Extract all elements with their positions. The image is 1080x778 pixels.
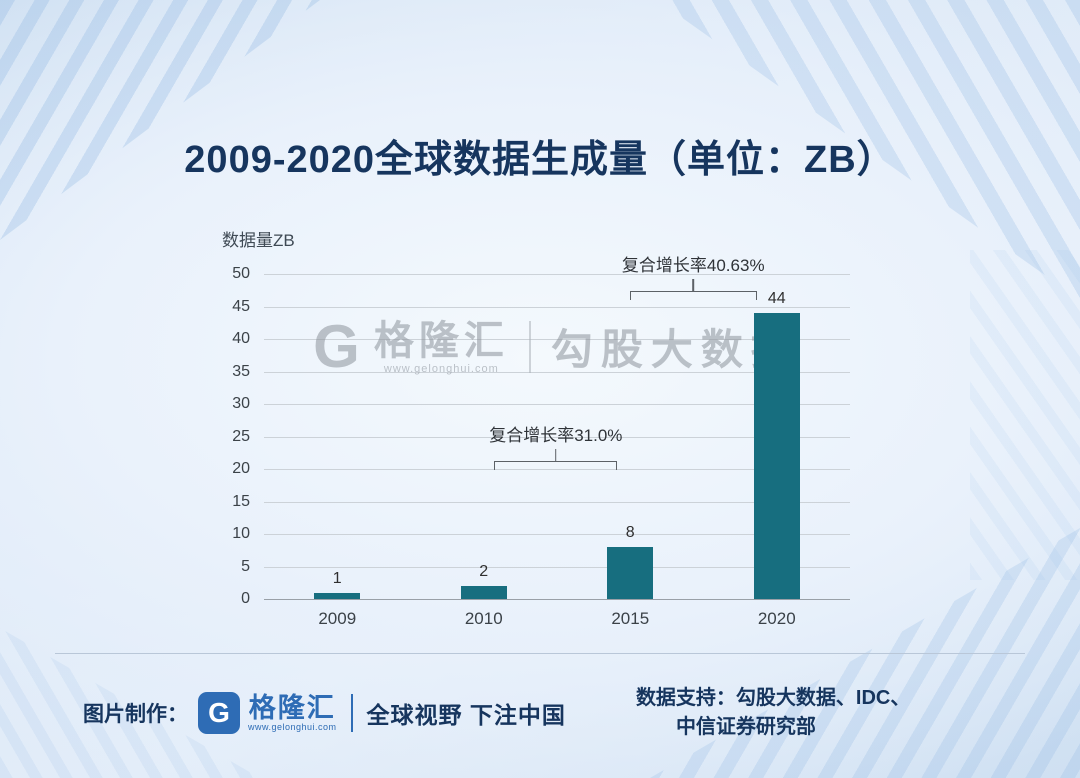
watermark-brand-name: 格隆汇 — [373, 318, 509, 363]
bar-chart: 数据量ZB 50 45 40 35 30 25 20 15 10 5 0 G 格隆汇 www.gel… — [222, 226, 850, 629]
footer-vertical-divider — [350, 694, 353, 732]
y-tick-label: 30 — [232, 395, 250, 412]
growth-annotation: 复合增长率40.63% — [622, 256, 765, 300]
y-axis-title: 数据量ZB — [222, 231, 295, 250]
watermark-url: www.gelonghui.com — [383, 362, 499, 375]
chart-body: 50 45 40 35 30 25 20 15 10 5 0 G 格隆汇 www.gelonghui… — [222, 256, 850, 607]
bar-2015 — [607, 547, 654, 599]
gelonghui-logo-icon: G — [198, 692, 240, 734]
watermark-divider — [528, 320, 531, 373]
brand-block: 格隆汇 www.gelonghui.com — [248, 692, 337, 733]
brand-name: 格隆汇 — [248, 692, 336, 723]
y-tick-label: 15 — [232, 492, 250, 510]
bar-2020 — [753, 313, 800, 599]
decorative-stripes-right — [970, 250, 1080, 580]
footer-divider — [55, 653, 1025, 654]
bar-2009 — [314, 592, 361, 599]
gridline — [264, 274, 850, 275]
annotation-label: 复合增长率31.0% — [489, 425, 623, 445]
x-tick-label: 2009 — [318, 609, 357, 628]
y-tick-label: 10 — [232, 525, 250, 542]
bar-value-label: 44 — [767, 290, 786, 307]
brand-url: www.gelonghui.com — [248, 722, 337, 733]
y-tick-label: 25 — [232, 427, 250, 445]
y-tick-label: 20 — [232, 460, 250, 477]
gridline — [264, 436, 850, 438]
watermark-brand-block: 格隆汇 www.gelonghui.com — [374, 319, 509, 375]
bar-value-label: 2 — [479, 563, 489, 580]
x-tick-label: 2015 — [611, 609, 650, 628]
y-tick-label: 50 — [232, 265, 250, 282]
y-tick-label: 5 — [241, 557, 250, 575]
gridline — [264, 566, 850, 568]
support-line2: 中信证券研究部 — [675, 716, 816, 738]
gelonghui-watermark-logo-icon: G — [313, 312, 360, 380]
data-support-block: 数据支持：勾股大数据、IDC、 中信证券研究部 — [636, 684, 910, 742]
footer: 图片制作： G 格隆汇 www.gelonghui.com 全球视野 下注中国 … — [55, 653, 1025, 742]
y-tick-label: 45 — [232, 297, 250, 315]
x-axis: 2009 2010 2015 2020 — [264, 609, 850, 629]
bar-value-label: 8 — [625, 524, 635, 541]
gridline — [264, 469, 850, 470]
chart-title: 2009-2020全球数据生成量（单位：ZB） — [184, 139, 896, 181]
decorative-stripes-top-left — [0, 0, 320, 240]
brand-slogan: 全球视野 下注中国 — [366, 702, 566, 728]
footer-row: 图片制作： G 格隆汇 www.gelonghui.com 全球视野 下注中国 … — [55, 684, 1025, 742]
gridline — [264, 404, 850, 405]
y-tick-label: 35 — [232, 362, 250, 380]
y-tick-label: 0 — [241, 590, 250, 607]
y-tick-label: 40 — [232, 330, 250, 347]
watermark-product-name: 勾股大数据 — [550, 326, 801, 374]
annotation-bracket — [629, 278, 757, 300]
annotation-label: 复合增长率40.63% — [621, 255, 765, 275]
gridline — [264, 371, 850, 373]
gridline — [264, 501, 850, 503]
x-tick-label: 2010 — [464, 609, 503, 628]
x-tick-label: 2020 — [757, 609, 796, 628]
support-line1: 数据支持：勾股大数据、IDC、 — [635, 687, 911, 709]
credit-label: 图片制作： — [83, 703, 188, 726]
y-axis: 50 45 40 35 30 25 20 15 10 5 0 — [222, 265, 258, 607]
gridline — [264, 599, 850, 600]
plot-area: G 格隆汇 www.gelonghui.com 勾股大数据 1 2 8 44 复合增长率… — [264, 256, 850, 600]
growth-annotation: 复合增长率31.0% — [489, 426, 622, 470]
bar-2010 — [460, 586, 507, 599]
gridline — [264, 534, 850, 535]
gridline — [264, 339, 850, 340]
annotation-bracket — [494, 448, 618, 470]
bar-value-label: 1 — [332, 569, 342, 587]
watermark: G 格隆汇 www.gelonghui.com 勾股大数据 — [264, 316, 850, 377]
gridline — [264, 306, 850, 308]
